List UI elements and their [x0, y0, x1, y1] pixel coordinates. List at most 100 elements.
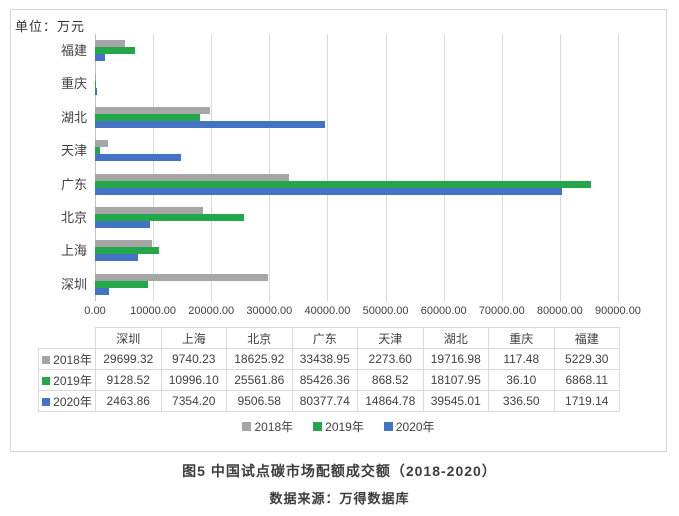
table-cell-2018年-深圳: 29699.32	[95, 348, 162, 370]
data-table: 深圳 上海 北京 广东 天津 湖北 重庆 福建 2018年 29699.32 9740.23 1862…	[38, 327, 620, 412]
legend-key-icon	[42, 376, 51, 385]
legend-item-2018年: 2018年	[242, 418, 293, 435]
bar-上海-2020年	[95, 254, 138, 262]
bar-广东-2020年	[95, 187, 563, 195]
gridline	[443, 34, 445, 301]
table-cell-2019年-北京: 25561.86	[226, 369, 293, 391]
table-cell-2018年-北京: 18625.92	[226, 348, 293, 370]
bar-group-天津	[95, 134, 618, 167]
bar-天津-2019年	[95, 147, 101, 155]
table-column-header-天津: 天津	[357, 327, 424, 349]
bar-重庆-2019年	[95, 80, 96, 88]
legend: 2018年 2019年 2020年	[11, 418, 666, 435]
gridline	[211, 34, 213, 301]
table-corner-cell	[39, 328, 96, 349]
legend-key-icon	[313, 422, 323, 431]
bar-上海-2018年	[95, 240, 152, 248]
table-cell-2020年-重庆: 336.50	[488, 390, 555, 412]
x-tick-label: 80000.00	[536, 305, 583, 317]
table-column-header-福建: 福建	[553, 327, 620, 349]
legend-label: 2020年	[395, 420, 435, 434]
unit-label: 单位：万元	[15, 19, 86, 34]
bar-广东-2018年	[95, 173, 290, 181]
category-label-天津: 天津	[60, 143, 87, 159]
x-tick-label: 70000.00	[478, 305, 525, 317]
table-cell-2020年-上海: 7354.20	[160, 390, 227, 412]
table-cell-2020年-湖北: 39545.01	[422, 390, 489, 412]
bar-福建-2020年	[95, 54, 105, 62]
table-cell-2018年-重庆: 117.48	[488, 348, 555, 370]
table-cell-2020年-深圳: 2463.86	[95, 390, 162, 412]
table-column-header-湖北: 湖北	[422, 327, 489, 349]
gridline	[153, 34, 155, 301]
category-label-重庆: 重庆	[60, 76, 87, 92]
table-cell-2020年-北京: 9506.58	[226, 390, 293, 412]
table-column-header-上海: 上海	[160, 327, 227, 349]
legend-item-2019年: 2019年	[313, 418, 364, 435]
table-header-row: 深圳 上海 北京 广东 天津 湖北 重庆 福建	[39, 327, 620, 349]
bar-深圳-2019年	[95, 280, 149, 288]
bar-湖北-2020年	[95, 120, 325, 128]
bar-天津-2018年	[95, 140, 109, 148]
legend-key-icon	[383, 422, 393, 431]
legend-label: 2018年	[254, 420, 294, 434]
gridline	[269, 34, 271, 301]
category-label-北京: 北京	[60, 209, 87, 225]
table-column-header-重庆: 重庆	[488, 327, 555, 349]
table-cell-2019年-天津: 868.52	[357, 369, 424, 391]
x-tick-label: 10000.00	[130, 305, 177, 317]
gridline	[618, 34, 619, 301]
bar-group-北京	[95, 201, 618, 234]
gridline	[327, 34, 329, 301]
x-tick-label: 90000.00	[595, 305, 641, 317]
table-cell-2018年-湖北: 19716.98	[422, 348, 489, 370]
table-cell-2018年-广东: 33438.95	[291, 348, 358, 370]
bar-福建-2019年	[95, 47, 135, 55]
category-axis-labels: 福建 重庆 湖北 天津 广东 北京 上海 深圳	[27, 34, 87, 301]
table-cell-2019年-广东: 85426.36	[291, 369, 358, 391]
table-column-header-深圳: 深圳	[95, 327, 162, 349]
bar-group-湖北	[95, 101, 618, 134]
bar-广东-2019年	[95, 180, 592, 188]
table-cell-2020年-天津: 14864.78	[357, 390, 424, 412]
bar-重庆-2020年	[95, 87, 97, 95]
x-tick-label: 30000.00	[246, 305, 293, 317]
bar-湖北-2018年	[95, 106, 210, 114]
gridline	[385, 34, 387, 301]
bar-湖北-2019年	[95, 113, 201, 121]
table-cell-2018年-天津: 2273.60	[357, 348, 424, 370]
gridline	[559, 34, 561, 301]
bar-北京-2018年	[95, 207, 204, 215]
table-cell-2018年-福建: 5229.30	[553, 348, 620, 370]
bar-福建-2018年	[95, 40, 126, 48]
plot-area	[95, 34, 619, 301]
bar-group-重庆	[95, 67, 618, 100]
legend-key-icon	[42, 355, 51, 364]
table-row-2020年: 2020年 2463.86 7354.20 9506.58 80377.74 14864.…	[38, 390, 620, 412]
legend-label: 2019年	[325, 420, 364, 434]
data-source-caption: 数据来源：万得数据库	[269, 491, 410, 506]
table-cell-2020年-福建: 1719.14	[553, 390, 620, 412]
legend-item-2020年: 2020年	[383, 418, 435, 435]
table-row-label-2018年: 2018年	[38, 348, 96, 370]
x-tick-label: 20000.00	[188, 305, 235, 317]
gridline	[501, 34, 503, 301]
bar-天津-2020年	[95, 154, 182, 162]
value-axis-line	[95, 34, 96, 301]
x-tick-label: 60000.00	[420, 305, 467, 317]
table-cell-2020年-广东: 80377.74	[291, 390, 358, 412]
bar-上海-2019年	[95, 247, 159, 255]
category-label-深圳: 深圳	[60, 276, 87, 292]
bar-北京-2019年	[95, 214, 244, 222]
table-row-2019年: 2019年 9128.52 10996.10 25561.86 85426.36 868.…	[38, 369, 620, 391]
caption-block: 图5 中国试点碳市场配额成交额（2018-2020） 数据来源：万得数据库	[0, 461, 679, 507]
table-cell-2019年-湖北: 18107.95	[422, 369, 489, 391]
bar-group-广东	[95, 168, 618, 201]
table-cell-2019年-上海: 10996.10	[160, 369, 227, 391]
x-tick-label: 50000.00	[362, 305, 409, 317]
x-tick-label: 0.00	[84, 305, 106, 317]
bar-group-深圳	[95, 268, 618, 301]
bar-group-福建	[95, 34, 618, 67]
bar-深圳-2020年	[95, 287, 110, 295]
x-axis-labels: 0.00 10000.00 20000.00 30000.00 40000.00 5000…	[84, 305, 641, 319]
